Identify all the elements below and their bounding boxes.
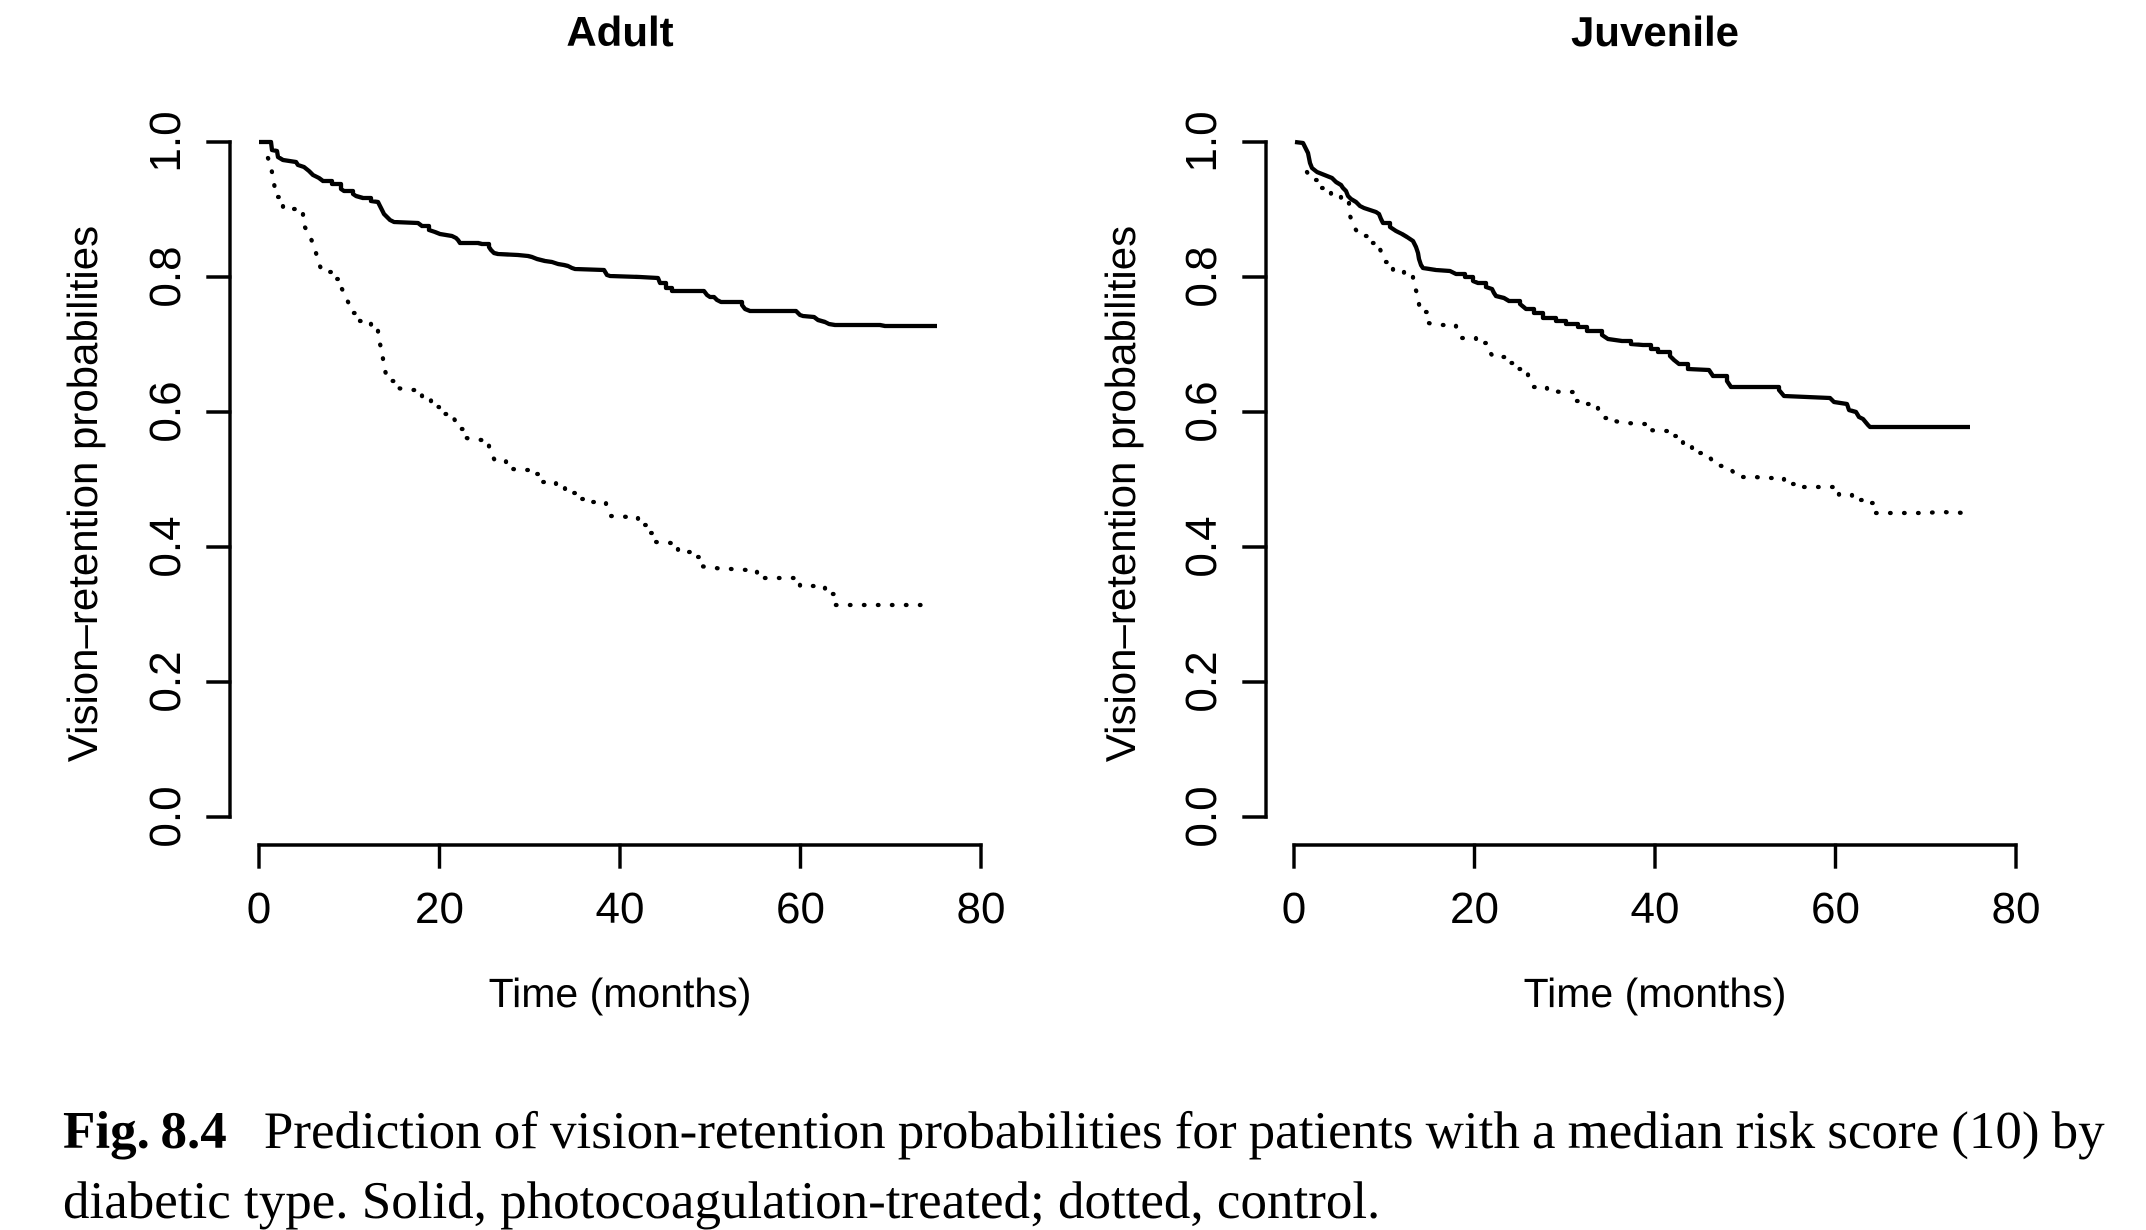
svg-text:60: 60 bbox=[1811, 884, 1860, 933]
svg-text:Adult: Adult bbox=[566, 8, 673, 55]
svg-text:Juvenile: Juvenile bbox=[1571, 8, 1739, 55]
svg-text:0.4: 0.4 bbox=[141, 516, 190, 577]
svg-text:0.6: 0.6 bbox=[1177, 381, 1226, 442]
svg-text:60: 60 bbox=[776, 884, 825, 933]
svg-text:Vision–retention probabilities: Vision–retention probabilities bbox=[1097, 226, 1144, 762]
svg-text:40: 40 bbox=[1631, 884, 1680, 933]
svg-text:0.0: 0.0 bbox=[1177, 786, 1226, 847]
svg-text:0.2: 0.2 bbox=[141, 651, 190, 712]
svg-text:0: 0 bbox=[247, 884, 271, 933]
svg-text:0: 0 bbox=[1282, 884, 1306, 933]
svg-text:0.0: 0.0 bbox=[141, 786, 190, 847]
svg-text:20: 20 bbox=[415, 884, 464, 933]
svg-text:1.0: 1.0 bbox=[1177, 111, 1226, 172]
svg-text:1.0: 1.0 bbox=[141, 111, 190, 172]
svg-text:0.8: 0.8 bbox=[1177, 246, 1226, 307]
svg-text:0.2: 0.2 bbox=[1177, 651, 1226, 712]
svg-text:80: 80 bbox=[957, 884, 1006, 933]
svg-text:80: 80 bbox=[1992, 884, 2041, 933]
svg-text:Time (months): Time (months) bbox=[1524, 970, 1787, 1016]
svg-text:Time (months): Time (months) bbox=[489, 970, 752, 1016]
svg-text:0.4: 0.4 bbox=[1177, 516, 1226, 577]
svg-text:0.8: 0.8 bbox=[141, 246, 190, 307]
svg-text:40: 40 bbox=[596, 884, 645, 933]
svg-text:0.6: 0.6 bbox=[141, 381, 190, 442]
svg-text:20: 20 bbox=[1450, 884, 1499, 933]
svg-text:Vision–retention probabilities: Vision–retention probabilities bbox=[59, 226, 106, 762]
